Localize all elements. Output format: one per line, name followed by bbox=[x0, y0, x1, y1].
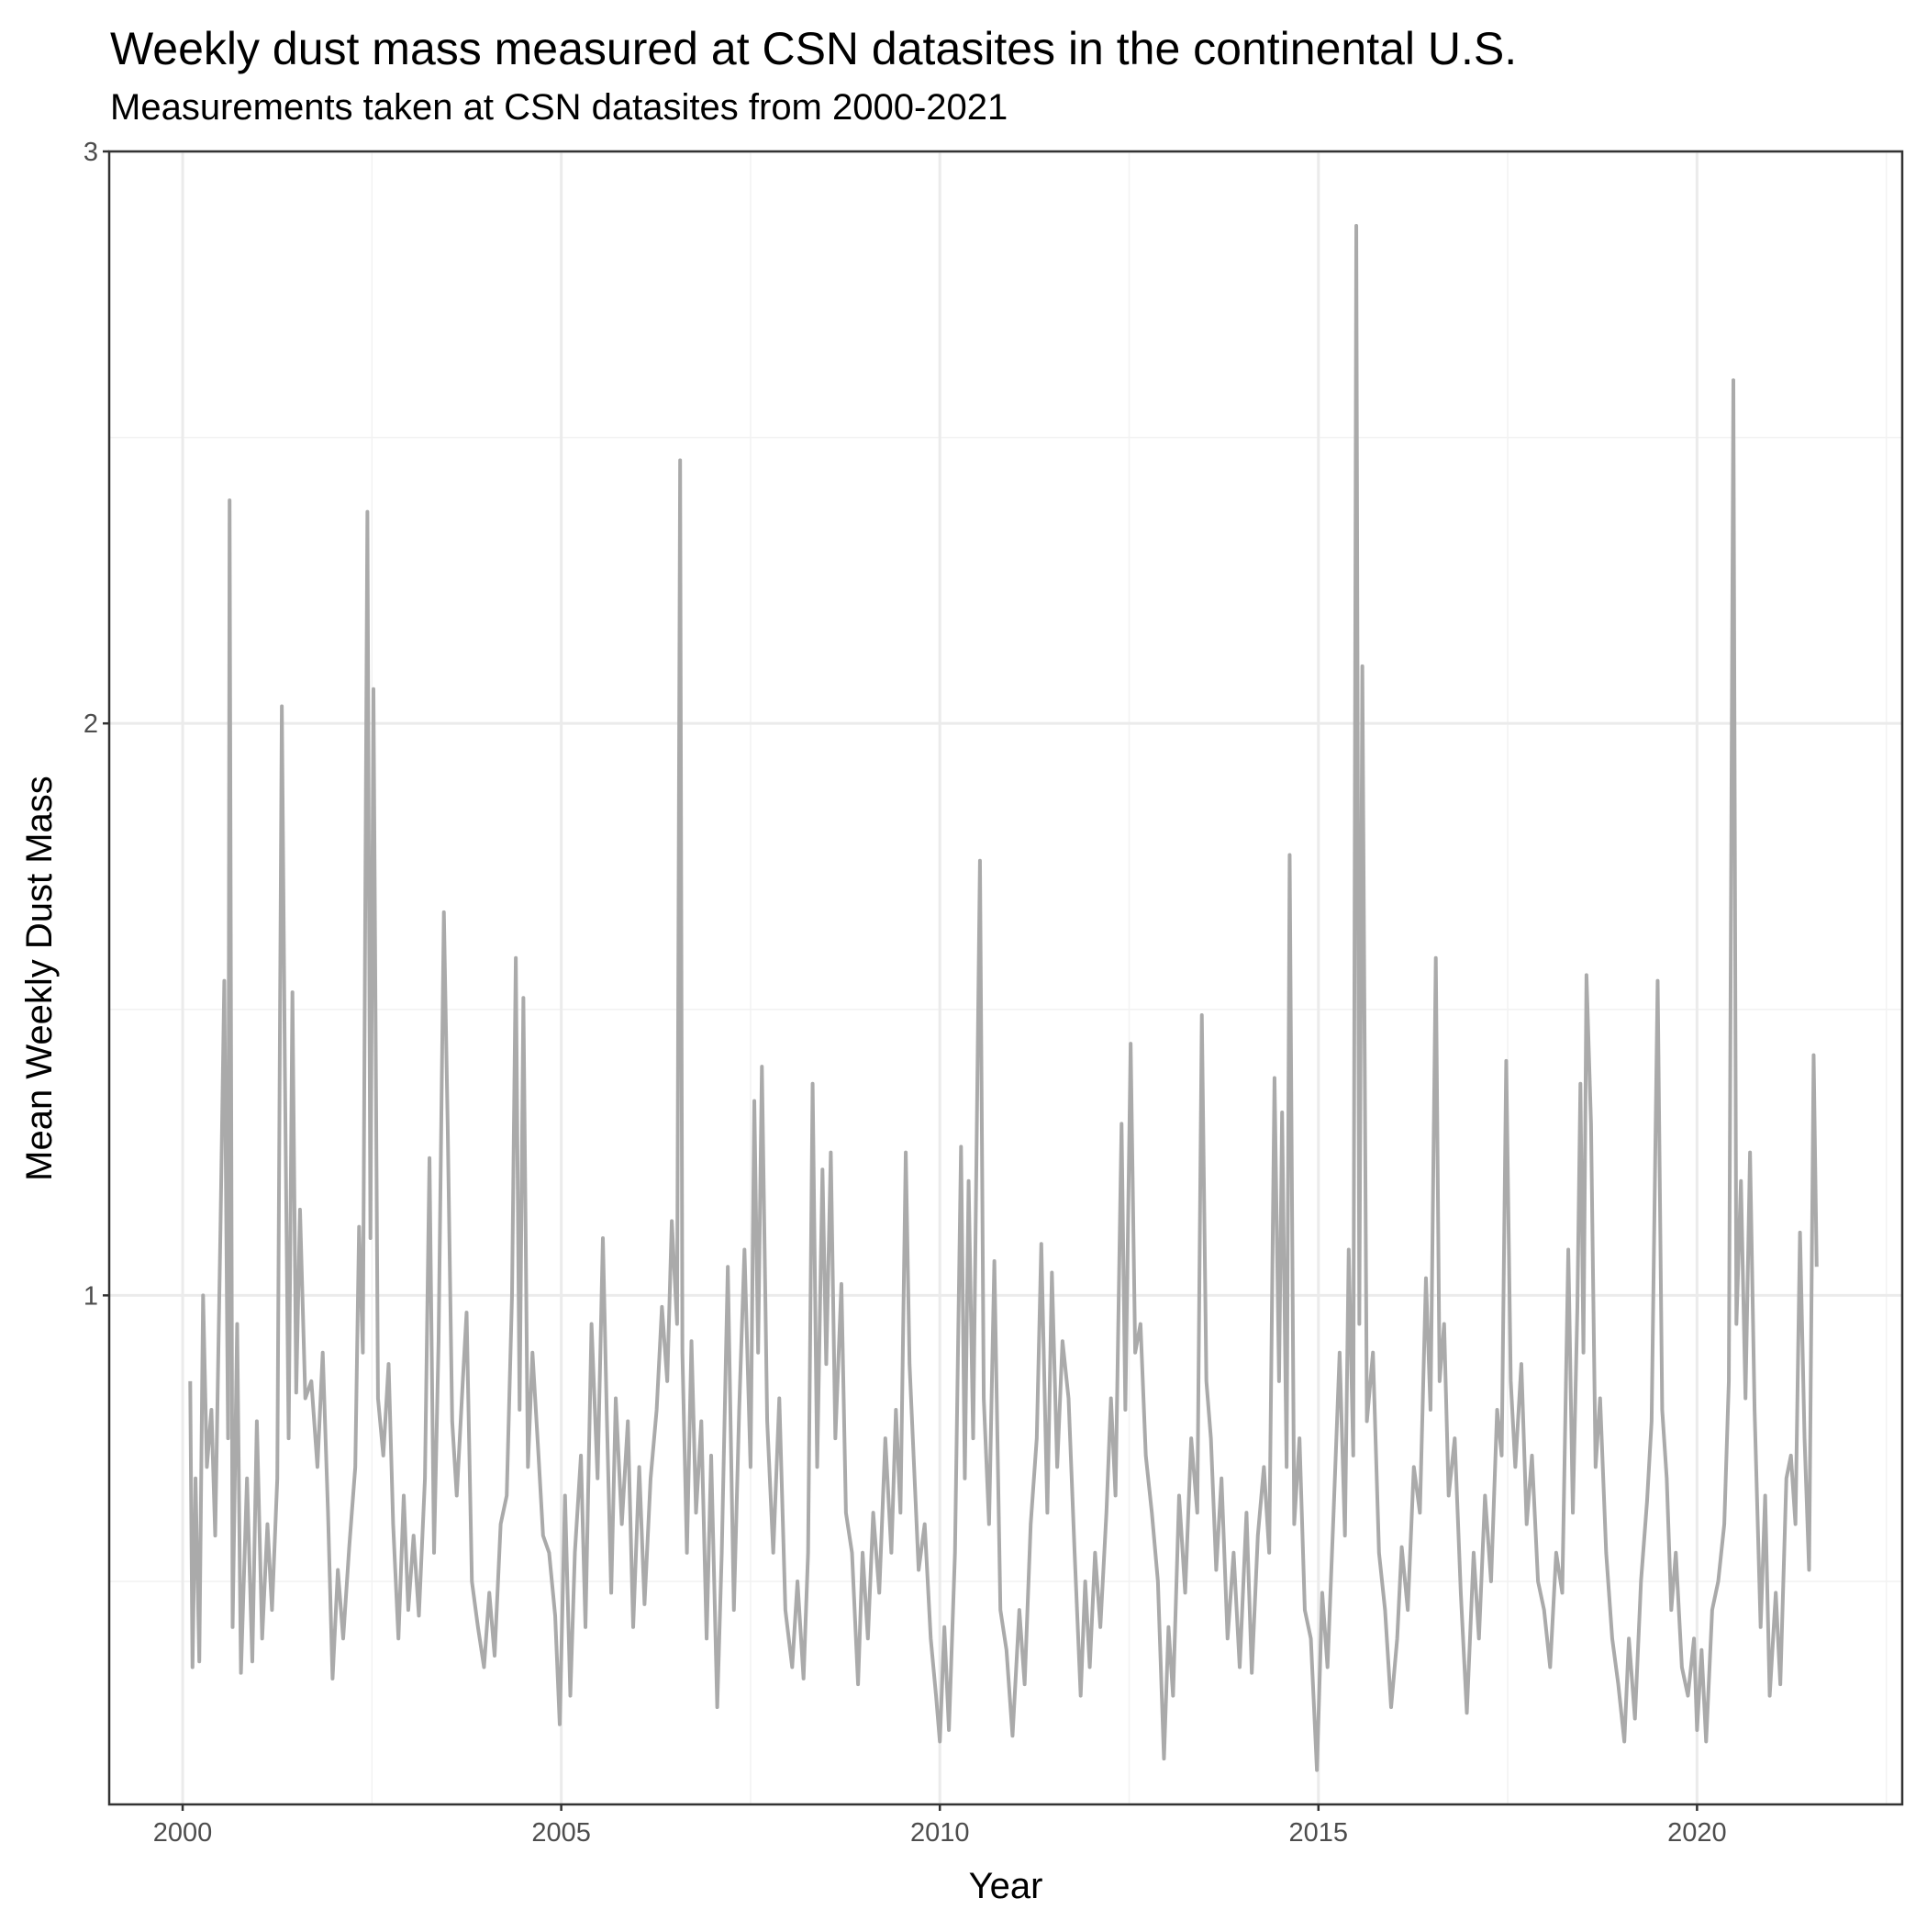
x-tick-label: 2000 bbox=[153, 1818, 213, 1848]
y-tick-label: 2 bbox=[84, 709, 98, 739]
y-axis-title: Mean Weekly Dust Mass bbox=[19, 776, 60, 1181]
x-tick-label: 2015 bbox=[1289, 1818, 1349, 1848]
chart-subtitle: Measurements taken at CSN datasites from… bbox=[110, 87, 1008, 128]
y-tick-label: 3 bbox=[84, 138, 98, 167]
x-tick-label: 2010 bbox=[910, 1818, 970, 1848]
plot-border bbox=[107, 150, 1904, 1806]
data-line bbox=[188, 224, 1819, 1772]
y-tick-label: 1 bbox=[84, 1281, 98, 1311]
x-tick-label: 2020 bbox=[1667, 1818, 1727, 1848]
x-axis-title: Year bbox=[969, 1866, 1043, 1906]
x-tick-label: 2005 bbox=[531, 1818, 591, 1848]
chart-title: Weekly dust mass measured at CSN datasit… bbox=[110, 23, 1517, 74]
